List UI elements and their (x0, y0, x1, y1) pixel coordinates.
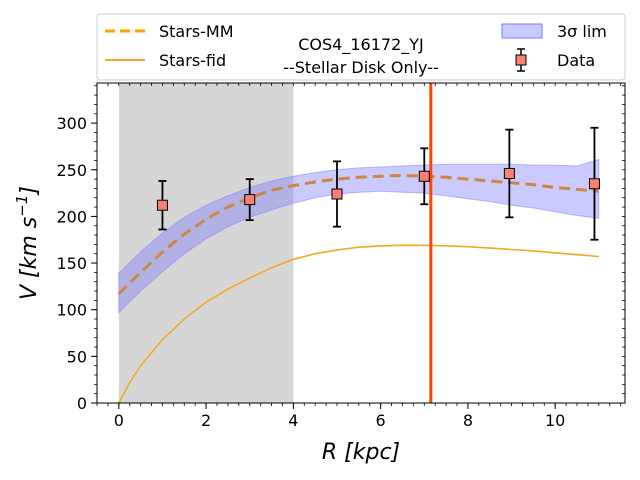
data-point (588, 178, 600, 190)
inner-region-shade (118, 83, 294, 403)
series-line-stars-fid (118, 244, 599, 403)
legend-stars-fid-label: Stars-fid (159, 51, 226, 70)
x-tick-label: 0 (114, 411, 124, 430)
x-axis-label: R [kpc] (322, 440, 400, 465)
x-tick-label: 4 (288, 411, 298, 430)
data-point (503, 167, 515, 179)
y-tick-label: 300 (56, 114, 87, 133)
y-tick-label: 0 (77, 394, 87, 413)
plot-layer (117, 83, 600, 403)
data-point (331, 188, 343, 200)
x-tick-label: 6 (376, 411, 386, 430)
legend: Stars-MM Stars-fid 3σ lim Data COS4_1617… (96, 13, 626, 81)
y-axis-unit-prefix: [km s (17, 217, 42, 278)
x-tick-label: 2 (201, 411, 211, 430)
x-tick-label: 10 (545, 411, 565, 430)
chart-subtitle: --Stellar Disk Only-- (283, 58, 439, 77)
legend-band-label: 3σ lim (557, 22, 607, 41)
y-tick-label: 200 (56, 207, 87, 226)
legend-band-swatch (501, 23, 543, 39)
y-axis-unit-suffix: ] (17, 186, 42, 196)
plot-content (117, 83, 600, 403)
plot-frame (96, 82, 626, 404)
data-point (418, 170, 430, 182)
legend-data-marker (515, 54, 527, 66)
y-tick-label: 50 (67, 347, 87, 366)
x-axis-unit: [kpc] (344, 440, 400, 465)
y-tick-label: 100 (56, 301, 87, 320)
y-axis-var: V (17, 283, 42, 300)
series-line-stars-mm (117, 173, 599, 295)
chart-title: COS4_16172_YJ (298, 35, 424, 55)
x-tick-label: 8 (463, 411, 473, 430)
legend-frame (96, 13, 626, 81)
x-axis-var: R (322, 440, 337, 465)
y-tick-label: 150 (56, 254, 87, 273)
y-tick-label: 250 (56, 161, 87, 180)
data-point (156, 199, 168, 211)
sigma-band (118, 158, 600, 314)
y-axis-label: V [km s−1] (13, 186, 42, 300)
data-point (244, 194, 256, 206)
y-axis-unit-exp: −1 (13, 195, 31, 217)
legend-stars-mm-label: Stars-MM (159, 22, 234, 41)
legend-data-label: Data (557, 51, 595, 70)
